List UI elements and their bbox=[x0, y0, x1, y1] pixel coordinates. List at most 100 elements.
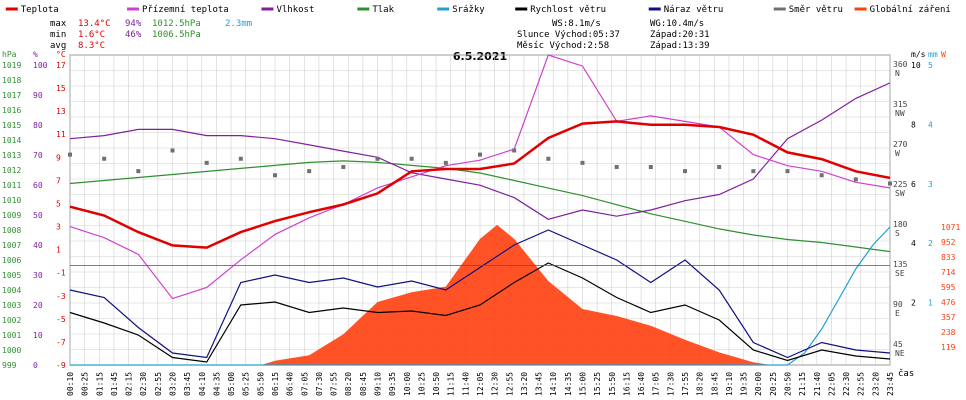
x-tick-41: 17:30 bbox=[666, 372, 675, 396]
x-tick-55: 23:20 bbox=[871, 372, 880, 396]
pressure_hpa-tick-9: 1010 bbox=[2, 196, 21, 205]
legend-label-6: Náraz větru bbox=[664, 5, 724, 15]
wind-dir-point-22 bbox=[819, 173, 824, 178]
x-tick-52: 22:05 bbox=[827, 372, 836, 396]
radiation_w-axis-label: W bbox=[941, 50, 946, 59]
x-tick-2: 01:15 bbox=[95, 372, 104, 396]
wind-dir-point-12 bbox=[478, 152, 482, 157]
pressure_hpa-tick-2: 1017 bbox=[2, 91, 21, 100]
wind-dir-point-9 bbox=[375, 156, 380, 161]
x-tick-25: 10:50 bbox=[432, 372, 441, 396]
pressure_hpa-tick-3: 1016 bbox=[2, 106, 21, 115]
wind-dir-point-24 bbox=[888, 181, 892, 186]
temperature_c-tick-0: 17 bbox=[56, 61, 66, 70]
pressure_hpa-tick-4: 1015 bbox=[2, 121, 21, 130]
wind-dir-point-3 bbox=[170, 148, 175, 153]
wind-dir-point-18 bbox=[683, 169, 687, 174]
wind-dir-point-16 bbox=[614, 165, 619, 169]
direction-dir-5: SE bbox=[895, 269, 905, 278]
radiation_w-tick-3: 714 bbox=[941, 268, 956, 277]
wind_ms-tick-0: 10 bbox=[911, 61, 921, 70]
x-tick-6: 02:55 bbox=[154, 372, 163, 396]
x-tick-12: 05:25 bbox=[242, 372, 251, 396]
humidity_pct-tick-1: 90 bbox=[33, 91, 43, 100]
wind-dir-point-0 bbox=[68, 152, 72, 157]
x-tick-38: 16:15 bbox=[622, 372, 631, 396]
pressure_hpa-tick-1: 1018 bbox=[2, 76, 21, 85]
temperature_c-tick-11: -5 bbox=[56, 315, 66, 324]
pressure_hpa-tick-14: 1005 bbox=[2, 271, 21, 280]
x-tick-5: 02:30 bbox=[139, 372, 148, 396]
temperature_c-tick-13: -9 bbox=[56, 361, 66, 370]
series bbox=[68, 54, 892, 366]
pressure_hpa-tick-15: 1004 bbox=[2, 286, 21, 295]
x-tick-3: 01:45 bbox=[110, 372, 119, 396]
series-line-teplota bbox=[69, 120, 891, 249]
radiation_w-tick-7: 238 bbox=[941, 328, 956, 337]
wind-dir-point-11 bbox=[443, 160, 448, 165]
humidity_pct-tick-10: 0 bbox=[33, 361, 38, 370]
stats-min-press: 1006.5hPa bbox=[152, 30, 201, 40]
direction-tick-1: 315 bbox=[893, 100, 908, 109]
temperature_c-tick-5: 7 bbox=[56, 176, 61, 185]
stats-max-label: max bbox=[50, 19, 67, 29]
humidity_pct-axis-label: % bbox=[33, 50, 38, 59]
pressure_hpa-tick-20: 999 bbox=[2, 361, 17, 370]
pressure_hpa-tick-11: 1008 bbox=[2, 226, 21, 235]
info-wg: WG:10.4m/s bbox=[650, 19, 704, 29]
rain_mm-axis-label: mm bbox=[928, 50, 938, 59]
x-tick-27: 11:40 bbox=[461, 372, 470, 396]
wind-dir-point-2 bbox=[136, 169, 141, 174]
radiation_w-tick-1: 952 bbox=[941, 238, 956, 247]
x-tick-45: 19:10 bbox=[725, 372, 734, 396]
wind-dir-point-19 bbox=[717, 165, 722, 169]
wind_ms-axis-label: m/s bbox=[911, 50, 926, 59]
x-tick-54: 22:55 bbox=[857, 372, 866, 396]
stats-max-press: 1012.5hPa bbox=[152, 19, 201, 29]
stats-max-rain: 2.3mm bbox=[225, 19, 252, 29]
x-tick-31: 13:20 bbox=[520, 372, 529, 396]
x-tick-29: 12:30 bbox=[491, 372, 500, 396]
rain_mm-tick-1: 4 bbox=[928, 120, 933, 129]
x-tick-51: 21:40 bbox=[813, 372, 822, 396]
legend-label-3: Tlak bbox=[372, 5, 394, 15]
humidity_pct-tick-8: 20 bbox=[33, 301, 43, 310]
humidity_pct-tick-0: 100 bbox=[33, 61, 48, 70]
wind-dir-point-20 bbox=[751, 169, 756, 174]
stats-avg-label: avg bbox=[50, 41, 66, 51]
temperature_c-tick-1: 15 bbox=[56, 84, 66, 93]
pressure_hpa-tick-18: 1001 bbox=[2, 331, 21, 340]
direction-dir-1: NW bbox=[895, 109, 905, 118]
series-line-náraz-větru bbox=[69, 229, 891, 359]
series-radiation-area bbox=[261, 224, 771, 365]
humidity_pct-tick-3: 70 bbox=[33, 151, 43, 160]
temperature_c-tick-2: 13 bbox=[56, 107, 66, 116]
x-tick-17: 07:30 bbox=[315, 372, 324, 396]
x-tick-30: 12:55 bbox=[505, 372, 514, 396]
wind-dir-point-10 bbox=[409, 156, 414, 161]
x-tick-21: 09:10 bbox=[374, 372, 383, 396]
x-tick-34: 14:35 bbox=[564, 372, 573, 396]
x-tick-19: 08:20 bbox=[344, 372, 353, 396]
pressure_hpa-tick-13: 1006 bbox=[2, 256, 21, 265]
x-axis-label: čas bbox=[898, 368, 914, 379]
wind-dir-point-13 bbox=[512, 148, 517, 153]
x-tick-43: 18:20 bbox=[696, 372, 705, 396]
x-tick-24: 10:25 bbox=[417, 372, 426, 396]
x-tick-37: 15:50 bbox=[608, 372, 617, 396]
radiation_w-tick-0: 1071 bbox=[941, 223, 960, 232]
temperature_c-tick-7: 3 bbox=[56, 223, 61, 232]
x-tick-20: 08:45 bbox=[359, 372, 368, 396]
direction-tick-6: 90 bbox=[893, 300, 903, 309]
humidity_pct-tick-6: 40 bbox=[33, 241, 43, 250]
stats-max-temp: 13.4°C bbox=[78, 19, 111, 29]
wind_ms-tick-2: 6 bbox=[911, 180, 916, 189]
pressure_hpa-tick-6: 1013 bbox=[2, 151, 21, 160]
temperature_c-tick-10: -3 bbox=[56, 292, 66, 301]
temperature_c-tick-4: 9 bbox=[56, 153, 61, 162]
x-tick-18: 07:55 bbox=[330, 372, 339, 396]
temperature_c-tick-12: -7 bbox=[56, 338, 66, 347]
direction-dir-2: W bbox=[895, 149, 900, 158]
legend-label-4: Srážky bbox=[452, 5, 485, 15]
temperature_c-axis-label: °C bbox=[56, 50, 66, 59]
